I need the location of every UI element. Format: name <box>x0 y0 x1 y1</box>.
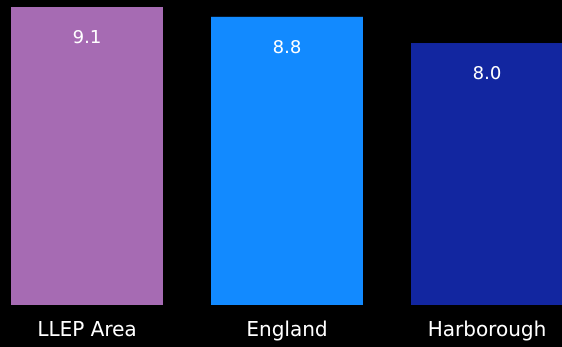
bar-llep-area <box>11 7 163 305</box>
category-label: England <box>246 317 327 341</box>
bar-harborough <box>411 43 562 306</box>
data-label: 8.8 <box>273 37 302 58</box>
data-label: 9.1 <box>73 27 102 48</box>
category-label: LLEP Area <box>37 317 136 341</box>
bar-england <box>211 16 363 305</box>
category-label: Harborough <box>428 317 547 341</box>
data-label: 8.0 <box>473 63 502 84</box>
